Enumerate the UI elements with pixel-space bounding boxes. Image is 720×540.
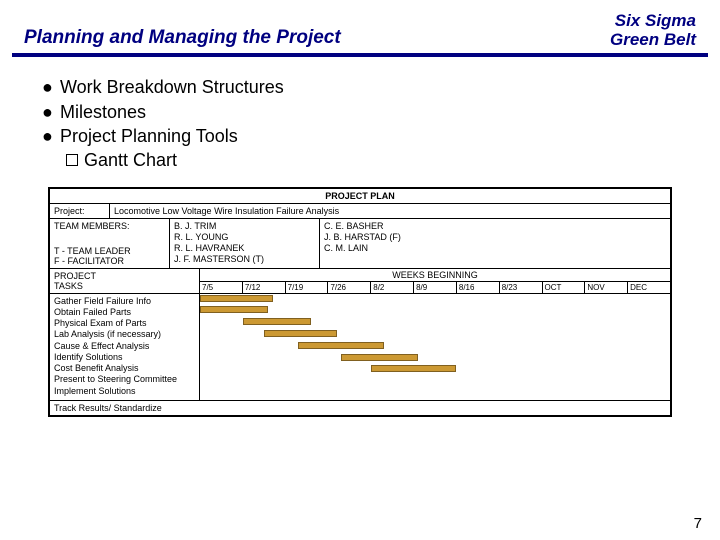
team-members-col1: B. J. TRIM R. L. YOUNG R. L. HAVRANEK J.… <box>170 219 320 268</box>
week-col: 7/26 <box>328 282 371 293</box>
tasks-header: PROJECT TASKS <box>50 269 200 293</box>
team-members-left: TEAM MEMBERS: T - TEAM LEADER F - FACILI… <box>50 219 170 268</box>
bullet-text: Project Planning Tools <box>60 124 238 148</box>
task-name: Physical Exam of Parts <box>54 318 195 329</box>
gantt-bar <box>200 295 273 302</box>
member-name: R. L. YOUNG <box>174 232 315 243</box>
project-row: Project: Locomotive Low Voltage Wire Ins… <box>50 204 670 219</box>
bullet-text: Work Breakdown Structures <box>60 75 284 99</box>
gantt-row <box>200 364 670 376</box>
member-name: J. F. MASTERSON (T) <box>174 254 315 265</box>
gantt-row <box>200 305 670 317</box>
week-col: 8/9 <box>414 282 457 293</box>
gantt-row <box>200 376 670 388</box>
week-col: NOV <box>585 282 628 293</box>
track-results-row: Track Results/ Standardize <box>50 401 670 415</box>
task-name: Gather Field Failure Info <box>54 296 195 307</box>
gantt-bar <box>298 342 383 349</box>
gantt-header: PROJECT TASKS WEEKS BEGINNING 7/5 7/12 7… <box>50 269 670 294</box>
brand-line-2: Green Belt <box>610 31 696 50</box>
square-bullet-icon <box>66 154 78 166</box>
page-number: 7 <box>694 515 702 532</box>
member-name: C. E. BASHER <box>324 221 666 232</box>
tasks-header-line2: TASKS <box>54 281 195 291</box>
tasks-header-line1: PROJECT <box>54 271 195 281</box>
brand-block: Six Sigma Green Belt <box>610 12 696 49</box>
week-col: DEC <box>628 282 670 293</box>
gantt-row <box>200 329 670 341</box>
bullet-list: ● Work Breakdown Structures ● Milestones… <box>0 69 720 186</box>
gantt-bar <box>264 330 337 337</box>
role-team-leader: T - TEAM LEADER <box>54 246 165 256</box>
weeks-columns: 7/5 7/12 7/19 7/26 8/2 8/9 8/16 8/23 OCT… <box>200 282 670 293</box>
bullet-sub-item: Gantt Chart <box>42 148 720 172</box>
task-name: Present to Steering Committee <box>54 374 195 385</box>
project-label: Project: <box>50 204 110 218</box>
gantt-bar <box>371 365 456 372</box>
plan-title: PROJECT PLAN <box>50 189 670 204</box>
week-col: 8/16 <box>457 282 500 293</box>
bullet-dot-icon: ● <box>42 124 60 148</box>
week-col: 7/12 <box>243 282 286 293</box>
week-col: 7/19 <box>286 282 329 293</box>
bullet-sub-text: Gantt Chart <box>84 148 177 172</box>
bullet-item: ● Milestones <box>42 100 720 124</box>
team-members-row: TEAM MEMBERS: T - TEAM LEADER F - FACILI… <box>50 219 670 269</box>
gantt-bar <box>200 306 268 313</box>
task-name: Obtain Failed Parts <box>54 307 195 318</box>
member-name: J. B. HARSTAD (F) <box>324 232 666 243</box>
gantt-body: Gather Field Failure Info Obtain Failed … <box>50 294 670 401</box>
bullet-dot-icon: ● <box>42 100 60 124</box>
member-name: C. M. LAIN <box>324 243 666 254</box>
week-col: 7/5 <box>200 282 243 293</box>
week-col: 8/23 <box>500 282 543 293</box>
gantt-bar <box>341 354 418 361</box>
weeks-title: WEEKS BEGINNING <box>200 269 670 282</box>
gantt-chart <box>200 294 670 400</box>
bullet-dot-icon: ● <box>42 75 60 99</box>
member-name: R. L. HAVRANEK <box>174 243 315 254</box>
task-name: Implement Solutions <box>54 386 195 397</box>
week-col: 8/2 <box>371 282 414 293</box>
gantt-row <box>200 341 670 353</box>
slide-title: Planning and Managing the Project <box>24 27 341 49</box>
project-plan-table: PROJECT PLAN Project: Locomotive Low Vol… <box>48 187 672 417</box>
bullet-item: ● Work Breakdown Structures <box>42 75 720 99</box>
brand-line-1: Six Sigma <box>610 12 696 31</box>
gantt-row <box>200 388 670 400</box>
team-members-label: TEAM MEMBERS: <box>54 221 165 231</box>
gantt-bar <box>243 318 311 325</box>
task-names: Gather Field Failure Info Obtain Failed … <box>50 294 200 400</box>
task-name: Lab Analysis (if necessary) <box>54 329 195 340</box>
task-name: Cost Benefit Analysis <box>54 363 195 374</box>
gantt-row <box>200 294 670 306</box>
header-rule <box>12 53 708 57</box>
member-name: B. J. TRIM <box>174 221 315 232</box>
task-name: Identify Solutions <box>54 352 195 363</box>
task-name: Cause & Effect Analysis <box>54 341 195 352</box>
bullet-text: Milestones <box>60 100 146 124</box>
week-col: OCT <box>543 282 586 293</box>
bullet-item: ● Project Planning Tools <box>42 124 720 148</box>
project-value: Locomotive Low Voltage Wire Insulation F… <box>110 204 670 218</box>
gantt-row <box>200 353 670 365</box>
role-facilitator: F - FACILITATOR <box>54 256 165 266</box>
team-members-col2: C. E. BASHER J. B. HARSTAD (F) C. M. LAI… <box>320 219 670 268</box>
gantt-row <box>200 317 670 329</box>
